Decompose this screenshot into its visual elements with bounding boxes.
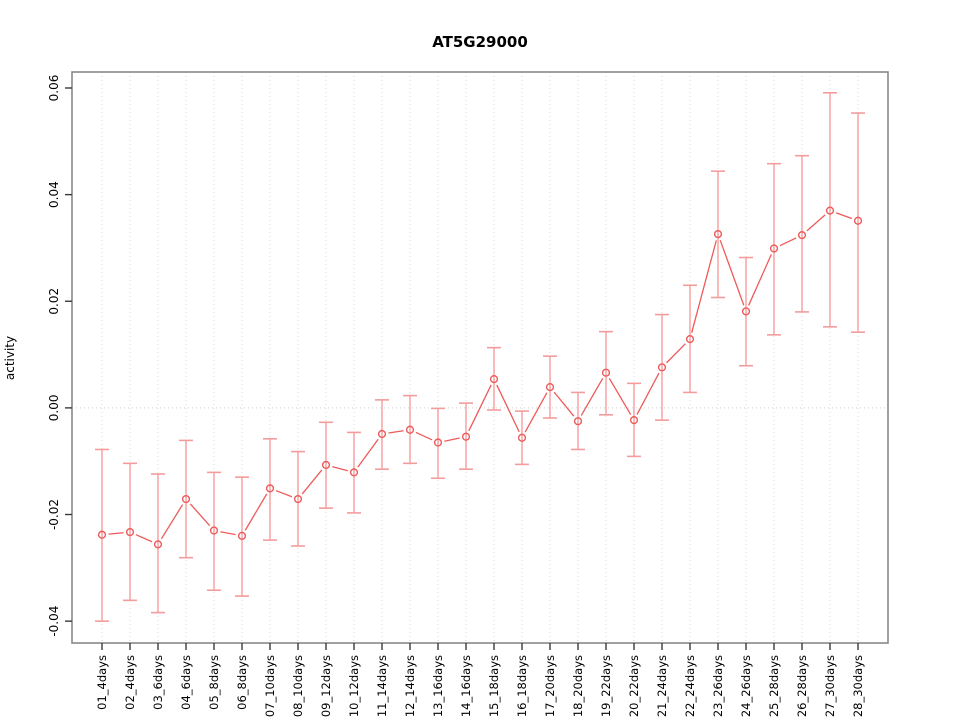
data-point-marker <box>265 484 275 493</box>
x-tick-label: 24_26days <box>739 655 753 717</box>
x-tick-label: 19_22days <box>599 655 613 717</box>
data-point-marker <box>125 528 135 537</box>
data-point-marker <box>797 231 807 240</box>
x-tick-label: 16_18days <box>515 655 529 717</box>
data-point-marker <box>97 530 107 539</box>
data-point-marker <box>209 526 219 535</box>
data-point-marker <box>853 216 863 225</box>
x-tick-label: 17_20days <box>543 655 557 717</box>
data-point-marker <box>405 425 415 434</box>
data-point-marker <box>377 429 387 439</box>
y-tick-label: 0.02 <box>47 288 61 315</box>
x-tick-label: 03_6days <box>151 655 165 710</box>
data-point-marker <box>601 368 611 377</box>
x-tick-label: 20_22days <box>627 655 641 717</box>
data-point-marker <box>741 307 751 316</box>
data-point-marker <box>461 432 471 441</box>
x-tick-label: 11_14days <box>375 655 389 717</box>
y-tick-label: 0.06 <box>47 75 61 102</box>
data-point-marker <box>545 382 555 392</box>
x-tick-label: 12_14days <box>403 655 417 717</box>
x-tick-label: 22_24days <box>683 655 697 717</box>
series-markers <box>97 206 863 549</box>
x-tick-label: 28_30days <box>851 655 865 717</box>
x-axis-ticks: 01_4days 02_4days 03_6days 04_6days 05_8days… <box>95 643 865 717</box>
data-point-marker <box>573 417 583 426</box>
x-tick-label: 02_4days <box>123 655 137 710</box>
x-tick-label: 09_12days <box>319 655 333 717</box>
x-tick-label: 13_16days <box>431 655 445 717</box>
data-point-marker <box>433 438 443 447</box>
data-point-marker <box>293 494 303 504</box>
data-point-marker <box>321 460 331 470</box>
error-bars <box>95 91 865 622</box>
data-point-marker <box>657 363 667 372</box>
series-line <box>108 212 853 543</box>
y-tick-label: -0.04 <box>47 606 61 637</box>
y-tick-label: -0.02 <box>47 499 61 530</box>
x-tick-label: 15_18days <box>487 655 501 717</box>
x-tick-label: 07_10days <box>263 655 277 717</box>
x-tick-label: 10_12days <box>347 655 361 717</box>
chart-title: AT5G29000 <box>432 33 528 51</box>
data-point-marker <box>517 433 527 442</box>
data-point-marker <box>489 374 499 384</box>
x-tick-label: 25_28days <box>767 655 781 717</box>
x-tick-label: 14_16days <box>459 655 473 717</box>
x-tick-label: 26_28days <box>795 655 809 717</box>
data-point-marker <box>237 531 247 540</box>
y-tick-label: 0.04 <box>47 181 61 208</box>
data-point-marker <box>713 229 723 239</box>
data-point-marker <box>349 468 359 477</box>
x-tick-label: 21_24days <box>655 655 669 717</box>
x-tick-label: 04_6days <box>179 655 193 710</box>
data-point-marker <box>685 335 695 344</box>
y-tick-label: 0.00 <box>47 395 61 422</box>
y-axis-ticks: -0.04 -0.02 0.00 0.02 0.04 0.06 <box>47 75 72 637</box>
x-tick-label: 18_20days <box>571 655 585 717</box>
x-tick-label: 27_30days <box>823 655 837 717</box>
x-tick-label: 08_10days <box>291 655 305 717</box>
data-point-marker <box>629 416 639 425</box>
data-point-marker <box>181 494 191 504</box>
x-tick-label: 23_26days <box>711 655 725 717</box>
x-tick-label: 01_4days <box>95 655 109 710</box>
data-point-marker <box>769 244 779 253</box>
data-point-marker <box>153 540 163 549</box>
gridlines <box>72 72 888 643</box>
x-tick-label: 06_8days <box>235 655 249 710</box>
data-point-marker <box>825 206 835 215</box>
x-tick-label: 05_8days <box>207 655 221 710</box>
plot-box <box>71 71 889 644</box>
